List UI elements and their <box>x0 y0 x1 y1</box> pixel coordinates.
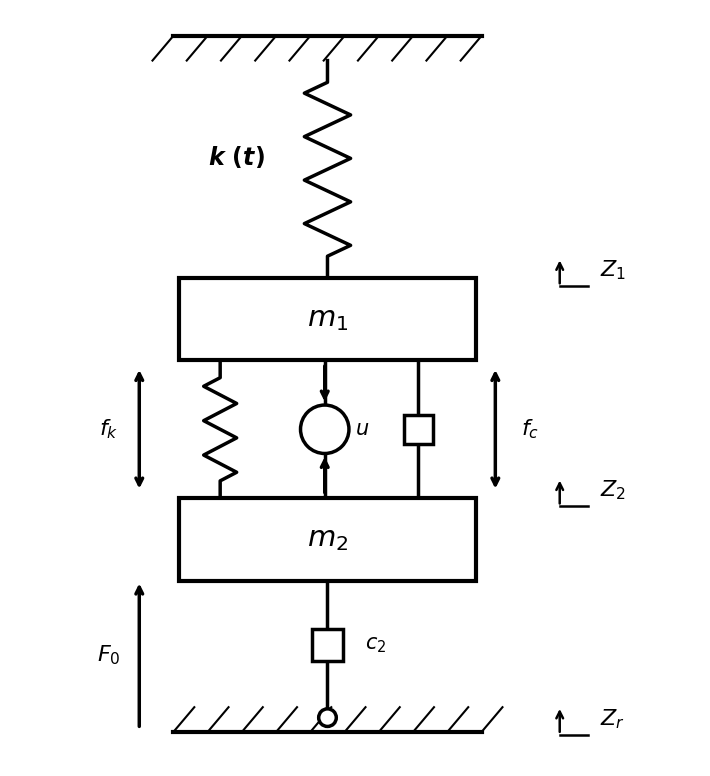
Text: $\boldsymbol{k}$ $\boldsymbol{(t)}$: $\boldsymbol{k}$ $\boldsymbol{(t)}$ <box>208 144 265 170</box>
Circle shape <box>300 405 349 453</box>
Text: $m_1$: $m_1$ <box>307 305 348 333</box>
Text: $Z_r$: $Z_r$ <box>601 707 626 731</box>
Text: $u$: $u$ <box>355 419 369 439</box>
Text: $c_2$: $c_2$ <box>365 635 386 655</box>
Text: $f_c$: $f_c$ <box>521 417 539 441</box>
Text: $F_0$: $F_0$ <box>97 643 120 667</box>
Text: $Z_1$: $Z_1$ <box>601 258 626 282</box>
Circle shape <box>319 708 337 726</box>
Text: $f_k$: $f_k$ <box>99 417 118 441</box>
Text: $Z_2$: $Z_2$ <box>601 479 626 502</box>
Bar <box>179 498 476 580</box>
Text: $m_2$: $m_2$ <box>307 525 348 553</box>
Bar <box>404 415 432 444</box>
Bar <box>179 278 476 361</box>
Bar <box>312 629 344 660</box>
